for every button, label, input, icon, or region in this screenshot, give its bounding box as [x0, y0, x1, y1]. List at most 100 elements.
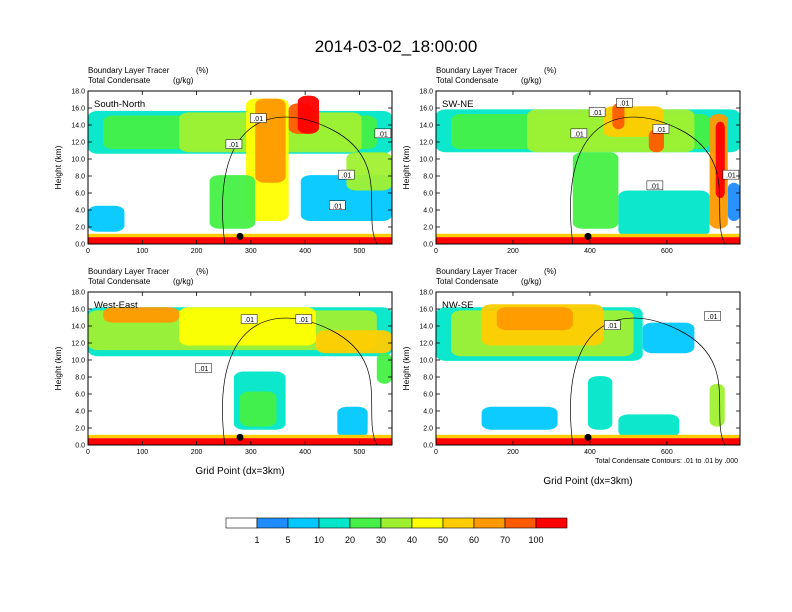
colorbar-label: 100 [528, 535, 543, 545]
subtitle-condensate-units: (g/kg) [521, 76, 542, 85]
y-tick-label: 10.0 [71, 157, 85, 164]
site-marker [236, 232, 244, 240]
y-tick-label: 8.0 [75, 375, 85, 382]
field-cell [346, 152, 392, 191]
colorbar-label: 40 [407, 535, 417, 545]
y-tick-label: 14.0 [419, 123, 433, 130]
x-tick-label: 0 [434, 449, 438, 456]
y-tick-label: 4.0 [423, 208, 433, 215]
colorbar-cell [504, 517, 537, 529]
y-tick-label: 0.0 [75, 443, 85, 450]
colorbar-cell [349, 517, 382, 529]
x-tick-label: 600 [661, 248, 673, 255]
y-tick-label: 10.0 [419, 358, 433, 365]
colorbar-cell [442, 517, 475, 529]
site-marker [584, 433, 592, 441]
field-cell [240, 391, 277, 427]
subtitle-condensate: Total Condensate [436, 277, 499, 286]
field-cell [496, 307, 573, 331]
panel-name: West-East [94, 300, 138, 311]
colorbar-label: 50 [438, 535, 448, 545]
colorbar-cell [473, 517, 506, 529]
x-tick-label: 0 [86, 248, 90, 255]
contour-label-box [570, 128, 588, 139]
contour-label-box [195, 363, 212, 373]
colorbar-cell [256, 517, 289, 529]
contour-label-box [652, 124, 670, 134]
subtitle-tracer-units: (%) [544, 66, 557, 75]
contour-label: .01 [656, 127, 666, 134]
field-cell [709, 383, 725, 427]
subtitle-condensate: Total Condensate [88, 76, 151, 85]
field-cell [572, 152, 619, 229]
y-tick-label: 0.0 [75, 242, 85, 249]
y-tick-label: 6.0 [423, 392, 433, 399]
x-tick-label: 500 [354, 449, 366, 456]
boundary-layer-band [88, 438, 392, 445]
y-tick-label: 14.0 [71, 324, 85, 331]
y-tick-label: 2.0 [423, 225, 433, 232]
contour-label: .01 [620, 101, 630, 108]
contour-label-box [704, 311, 721, 321]
y-tick-label: 14.0 [419, 324, 433, 331]
x-tick-label: 400 [584, 449, 596, 456]
y-tick-label: 8.0 [423, 174, 433, 181]
contour-label-box [722, 169, 740, 180]
contour-label: .01 [342, 173, 352, 180]
site-marker [584, 232, 592, 240]
y-tick-label: 8.0 [75, 174, 85, 181]
boundary-layer-band [88, 237, 392, 244]
x-tick-label: 100 [136, 449, 148, 456]
contour-label-box [249, 113, 267, 123]
colorbar: 1 5 10 20 30 40 50 60 70 100 [225, 517, 568, 545]
panel-west-east: .01 .01 .01 0.0 2.0 4.0 6.0 8.0 10.0 12.0 14.0 16.0… [53, 267, 393, 456]
y-tick-label: 18.0 [71, 290, 85, 297]
colorbar-label: 70 [500, 535, 510, 545]
tracer-field [436, 103, 740, 244]
y-tick-label: 2.0 [75, 426, 85, 433]
field-cell [715, 121, 725, 199]
contour-label: .01 [229, 142, 239, 149]
y-tick-label: 4.0 [423, 409, 433, 416]
x-tick-label: 300 [245, 248, 257, 255]
contour-label-box [295, 314, 313, 324]
y-tick-label: 6.0 [423, 191, 433, 198]
subtitle-condensate-units: (g/kg) [173, 76, 194, 85]
contour-label: .01 [607, 323, 617, 330]
tracer-field [436, 304, 740, 445]
field-cell [618, 414, 680, 438]
contour-label: .01 [199, 366, 209, 373]
contour-label: .01 [726, 173, 736, 180]
contour-label: .01 [299, 317, 309, 324]
y-tick-label: 12.0 [71, 341, 85, 348]
plot-frame [87, 291, 393, 446]
subtitle-tracer-units: (%) [544, 267, 557, 276]
x-tick-label: 0 [86, 449, 90, 456]
contour-label: .01 [708, 314, 718, 321]
contour-label-box [588, 107, 606, 117]
contour-label: .01 [650, 183, 660, 190]
y-tick-label: 0.0 [423, 242, 433, 249]
field-cell [481, 406, 558, 430]
colorbar-label: 1 [254, 535, 259, 545]
y-tick-label: 16.0 [419, 106, 433, 113]
colorbar-label: 20 [345, 535, 355, 545]
subtitle-condensate-units: (g/kg) [173, 277, 194, 286]
y-tick-label: 12.0 [71, 140, 85, 147]
x-tick-label: 400 [584, 248, 596, 255]
panel-sw-ne: .01 .01 .01 .01 .01 .01 0.0 2.0 4.0 6.0 8.0 10.0 12.… [401, 66, 741, 255]
y-tick-label: 10.0 [419, 157, 433, 164]
colorbar-label: 60 [469, 535, 479, 545]
condensate-contour [570, 317, 726, 445]
subtitle-tracer: Boundary Layer Tracer [88, 267, 170, 276]
subtitle-tracer-units: (%) [196, 267, 209, 276]
x-tick-label: 100 [136, 248, 148, 255]
x-tick-label: 500 [354, 248, 366, 255]
site-marker [236, 433, 244, 441]
boundary-layer-band [436, 438, 740, 445]
x-tick-label: 200 [507, 449, 519, 456]
field-cell [648, 129, 664, 153]
panel-nw-se: .01 .01 0.0 2.0 4.0 6.0 8.0 10.0 12.0 14.0 16.0 18.… [401, 267, 741, 456]
y-tick-label: 12.0 [419, 140, 433, 147]
field-cell [103, 307, 180, 323]
